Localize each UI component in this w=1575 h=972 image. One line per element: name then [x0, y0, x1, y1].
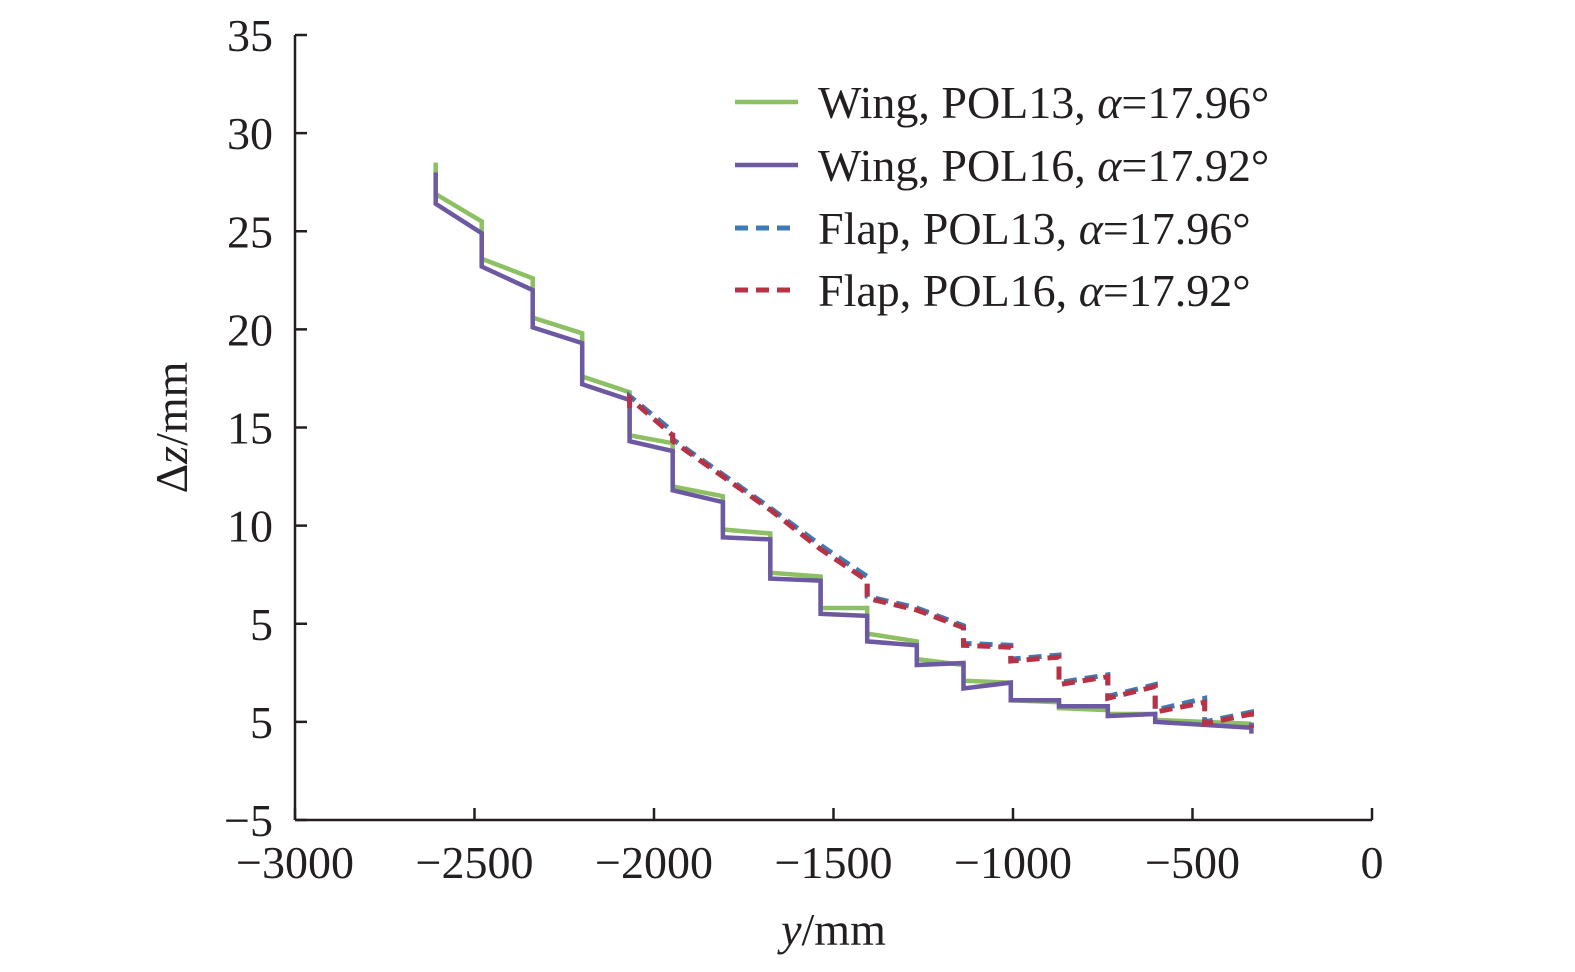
- y-axis-label: Δz/mm: [146, 361, 197, 493]
- x-axis-label: y/mm: [777, 904, 886, 955]
- legend-label-var: α: [1097, 77, 1122, 128]
- y-axis-label-prefix: Δ: [146, 464, 197, 494]
- y-axis-label-var: z: [146, 446, 197, 465]
- x-tick-label: −500: [1145, 837, 1240, 888]
- y-tick-label: 25: [227, 206, 273, 257]
- legend-label-prefix: Wing, POL13,: [818, 77, 1097, 128]
- legend-label-3: Flap, POL13, α=17.96°: [818, 203, 1251, 254]
- x-tick-label: −2000: [595, 837, 713, 888]
- x-axis-label-unit: /mm: [802, 904, 887, 955]
- legend-label-suffix: =17.92°: [1121, 140, 1269, 191]
- legend-label-4: Flap, POL16, α=17.92°: [818, 265, 1251, 316]
- legend-label-suffix: =17.92°: [1103, 265, 1251, 316]
- y-tick-label: 20: [227, 304, 273, 355]
- y-tick-label: 30: [227, 108, 273, 159]
- x-tick-label: −3000: [236, 837, 354, 888]
- legend: Wing, POL13, α=17.96°Wing, POL16, α=17.9…: [735, 77, 1269, 316]
- legend-label-var: α: [1097, 140, 1122, 191]
- series-line-3: [627, 390, 1254, 726]
- x-tick-label: −2500: [416, 837, 534, 888]
- y-tick-label: 35: [227, 10, 273, 61]
- legend-label-suffix: =17.96°: [1103, 203, 1251, 254]
- axes: −3000 −2500 −2000 −1500 −1000 −500 0 −5 5 5 10 15 20…: [224, 10, 1383, 888]
- x-axis-label-var: y: [777, 904, 802, 955]
- series-line-2: [433, 172, 1254, 734]
- x-tick-label: −1000: [954, 837, 1072, 888]
- y-tick-label: 5: [250, 697, 273, 748]
- axis-labels: y/mm Δz/mm: [146, 361, 886, 955]
- series-layer: [433, 162, 1254, 734]
- y-tick-label: 10: [227, 501, 273, 552]
- legend-label-2: Wing, POL16, α=17.92°: [818, 140, 1269, 191]
- x-tick-label: −1500: [775, 837, 893, 888]
- y-tick-label: −5: [224, 795, 273, 846]
- legend-label-prefix: Flap, POL13,: [818, 203, 1079, 254]
- x-tick-label: 0: [1361, 837, 1384, 888]
- legend-label-var: α: [1079, 203, 1104, 254]
- legend-label-var: α: [1079, 265, 1104, 316]
- y-axis-label-unit: /mm: [146, 361, 197, 446]
- legend-label-suffix: =17.96°: [1121, 77, 1269, 128]
- y-tick-label: 5: [250, 599, 273, 650]
- series-line-4: [627, 392, 1254, 728]
- y-tick-label: 15: [227, 403, 273, 454]
- legend-label-1: Wing, POL13, α=17.96°: [818, 77, 1269, 128]
- legend-label-prefix: Flap, POL16,: [818, 265, 1079, 316]
- legend-label-prefix: Wing, POL16,: [818, 140, 1097, 191]
